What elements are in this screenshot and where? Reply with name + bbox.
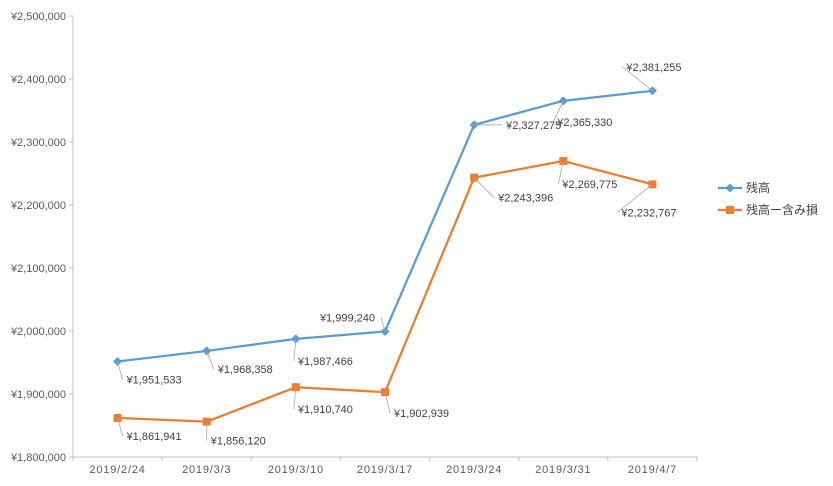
legend-label: 残高 (746, 180, 770, 195)
x-tick-label: 2019/3/17 (357, 464, 413, 476)
y-tick-label: ¥1,800,000 (10, 452, 66, 464)
x-tick-label: 2019/2/24 (90, 464, 146, 476)
data-label: ¥2,327,275 (505, 120, 561, 132)
data-label: ¥1,999,240 (319, 312, 375, 324)
series-line-0 (117, 89, 653, 363)
label-leader-line (380, 317, 386, 332)
label-leader-line (206, 350, 215, 370)
y-tick-label: ¥2,200,000 (10, 200, 66, 212)
label-leader-line (384, 392, 391, 414)
data-label: ¥1,951,533 (126, 375, 182, 387)
x-tick-label: 2019/4/7 (628, 464, 677, 476)
series-line-1 (117, 159, 653, 423)
x-tick-label: 2019/3/24 (446, 464, 502, 476)
label-leader-line (117, 417, 123, 437)
data-label: ¥2,365,330 (556, 117, 612, 129)
label-leader-line (617, 184, 653, 213)
y-tick-label: ¥2,400,000 (10, 74, 66, 86)
legend-label: 残高ー含み損 (746, 202, 818, 217)
data-label: ¥2,243,396 (497, 193, 553, 205)
data-label: ¥1,856,120 (210, 436, 266, 448)
data-label: ¥1,902,939 (393, 408, 449, 420)
label-leader-line (117, 361, 123, 380)
data-label: ¥1,910,740 (297, 404, 353, 416)
data-label: ¥2,269,775 (561, 179, 617, 191)
data-label: ¥1,987,466 (297, 356, 353, 368)
label-leader-line (293, 338, 297, 361)
label-leader-line (473, 177, 495, 198)
legend-marker (726, 206, 734, 214)
y-tick-label: ¥2,300,000 (10, 137, 66, 149)
y-tick-label: ¥2,500,000 (10, 11, 66, 23)
legend-marker (725, 183, 735, 193)
label-leader-line (557, 160, 564, 185)
label-leader-line (552, 100, 564, 123)
data-label: ¥1,861,941 (126, 431, 182, 443)
x-tick-label: 2019/3/3 (182, 464, 231, 476)
data-label: ¥1,968,358 (217, 364, 273, 376)
data-label: ¥2,232,767 (620, 207, 676, 219)
x-tick-label: 2019/3/10 (268, 464, 324, 476)
y-tick-label: ¥1,900,000 (10, 389, 66, 401)
x-tick-label: 2019/3/31 (535, 464, 591, 476)
y-tick-label: ¥2,100,000 (10, 263, 66, 275)
data-label: ¥2,381,255 (625, 62, 681, 74)
y-tick-label: ¥2,000,000 (10, 326, 66, 338)
label-leader-line (622, 66, 653, 92)
label-leader-line (293, 387, 297, 410)
